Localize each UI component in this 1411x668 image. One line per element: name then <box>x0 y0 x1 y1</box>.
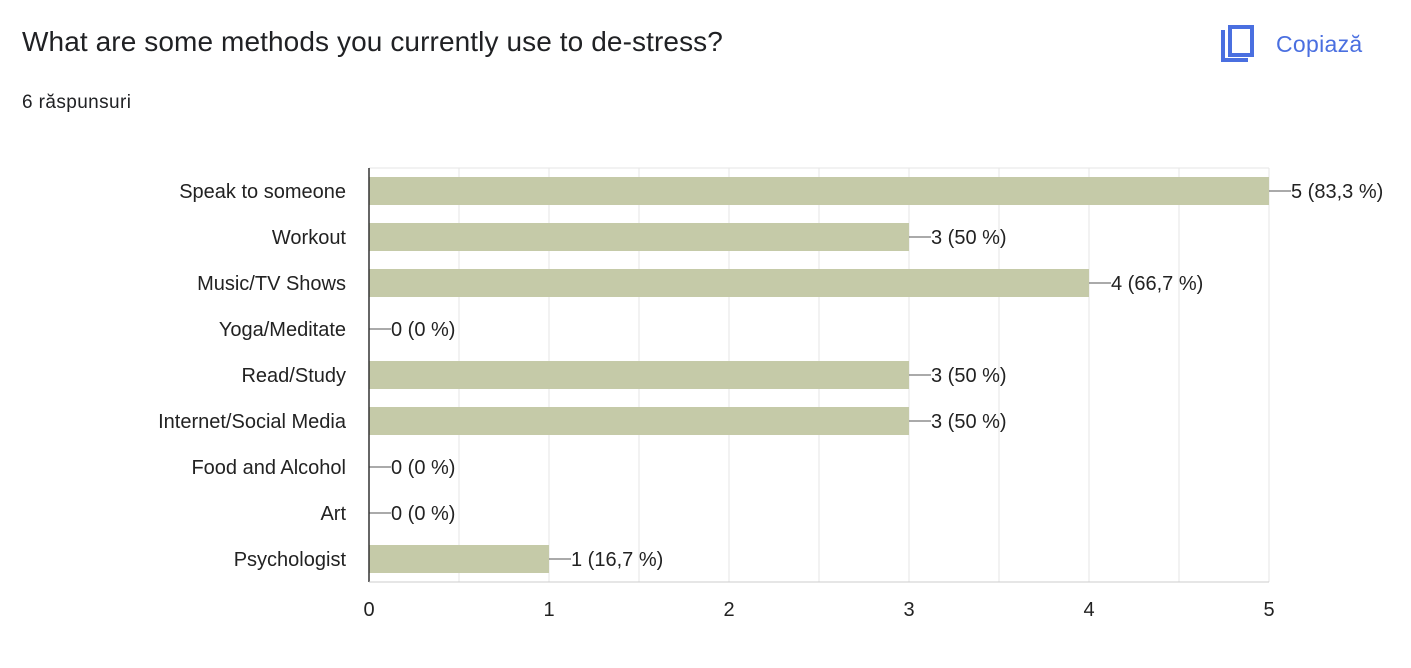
value-label: 4 (66,7 %) <box>1111 273 1203 295</box>
x-tick-label: 1 <box>543 599 554 621</box>
category-label: Yoga/Meditate <box>219 319 346 341</box>
value-label: 0 (0 %) <box>391 319 455 341</box>
copy-icon <box>1220 24 1256 64</box>
category-label: Workout <box>272 227 347 249</box>
category-label: Internet/Social Media <box>158 411 347 433</box>
category-label: Read/Study <box>241 365 346 387</box>
value-label: 5 (83,3 %) <box>1291 181 1383 203</box>
value-label: 0 (0 %) <box>391 503 455 525</box>
category-label: Art <box>320 503 346 525</box>
copy-button[interactable]: Copiază <box>1212 22 1371 66</box>
bar <box>369 545 549 573</box>
value-label: 3 (50 %) <box>931 365 1007 387</box>
value-label: 1 (16,7 %) <box>571 549 663 571</box>
value-label: 0 (0 %) <box>391 457 455 479</box>
x-tick-label: 5 <box>1263 599 1274 621</box>
bar <box>369 269 1089 297</box>
value-label: 3 (50 %) <box>931 227 1007 249</box>
copy-button-label: Copiază <box>1276 30 1363 57</box>
response-count: 6 răspunsuri <box>22 92 132 113</box>
category-label: Food and Alcohol <box>191 457 346 479</box>
category-label: Speak to someone <box>179 181 346 203</box>
category-label: Music/TV Shows <box>197 273 346 295</box>
bar <box>369 361 909 389</box>
x-tick-label: 3 <box>903 599 914 621</box>
bar <box>369 407 909 435</box>
category-label: Psychologist <box>234 549 347 571</box>
x-tick-label: 2 <box>723 599 734 621</box>
question-title: What are some methods you currently use … <box>22 26 723 57</box>
bar <box>369 177 1269 205</box>
x-tick-label: 0 <box>363 599 374 621</box>
value-label: 3 (50 %) <box>931 411 1007 433</box>
x-tick-label: 4 <box>1083 599 1094 621</box>
bar <box>369 223 909 251</box>
